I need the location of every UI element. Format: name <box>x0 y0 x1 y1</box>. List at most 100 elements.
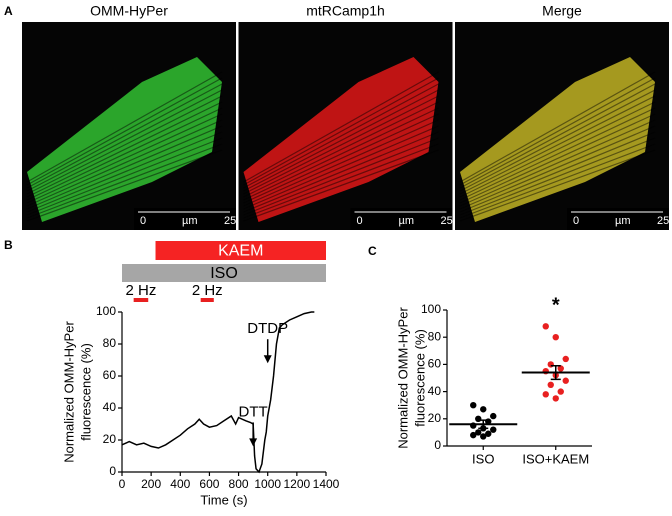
striation <box>26 143 223 219</box>
image <box>26 57 223 222</box>
image-title: mtRCamp1h <box>306 3 385 19</box>
striation <box>243 137 439 216</box>
striation <box>459 143 656 219</box>
scale-box <box>134 208 236 230</box>
panel-label: C <box>368 244 377 258</box>
x-tick-label: 600 <box>199 477 219 491</box>
striation <box>26 101 223 198</box>
scale-label: µm <box>615 215 631 227</box>
treatment-bar <box>122 264 326 282</box>
y-tick-label: 0 <box>109 464 116 478</box>
striation <box>26 119 223 207</box>
treatment-label: ISO <box>210 265 238 282</box>
striation <box>459 131 656 213</box>
arrow-head <box>263 355 272 364</box>
striation <box>26 77 223 186</box>
striation <box>26 125 223 210</box>
dot <box>547 361 554 368</box>
striation <box>243 131 439 213</box>
striation <box>26 107 223 201</box>
striation <box>459 95 656 195</box>
panel-label: B <box>4 238 13 252</box>
dot <box>485 430 492 437</box>
dot <box>562 355 569 363</box>
dot <box>552 334 559 341</box>
significance: * <box>552 294 560 316</box>
scale-label: 0 <box>140 215 146 227</box>
scale-box <box>567 208 669 230</box>
striation <box>243 113 439 204</box>
stimulus-bar <box>133 298 149 302</box>
striation <box>26 71 223 183</box>
striation <box>459 101 656 198</box>
stimulus-label: 2 Hz <box>192 282 223 299</box>
arrow-label: DTT <box>239 403 268 420</box>
y-tick-label: 100 <box>96 304 116 318</box>
dot <box>470 402 477 409</box>
dot <box>475 429 482 436</box>
striation <box>459 71 656 183</box>
image <box>243 57 439 222</box>
dot <box>557 388 564 395</box>
x-tick-label: 800 <box>229 477 249 491</box>
striation <box>459 77 656 186</box>
x-tick-label: 1400 <box>313 477 340 491</box>
striation <box>26 149 223 222</box>
striation <box>26 113 223 204</box>
y-axis-label: fluorescence (%) <box>78 343 93 441</box>
dot <box>470 431 477 439</box>
striation <box>459 113 656 204</box>
striation <box>459 149 656 222</box>
striation <box>26 89 223 192</box>
y-axis-label: fluorescence (%) <box>412 329 427 427</box>
striation <box>459 137 656 216</box>
image-title: OMM-HyPer <box>90 3 168 19</box>
y-tick-label: 100 <box>421 302 441 316</box>
line <box>121 311 315 474</box>
scale-label: µm <box>399 215 415 227</box>
scale-label: 25 <box>657 215 669 227</box>
striation <box>243 89 439 192</box>
x-tick-label: ISO <box>472 451 494 466</box>
striation <box>459 83 656 189</box>
striation <box>243 77 439 186</box>
dot <box>475 415 482 422</box>
scale-label: µm <box>182 215 198 227</box>
striation <box>459 119 656 207</box>
x-tick-label: ISO+KAEM <box>522 451 589 466</box>
y-tick-label: 60 <box>428 357 442 371</box>
dot <box>490 426 497 433</box>
image-title: Merge <box>542 3 582 19</box>
striation <box>243 143 439 219</box>
y-tick-label: 60 <box>103 368 117 382</box>
y-tick-label: 0 <box>434 438 441 452</box>
cell <box>243 57 439 222</box>
striation <box>243 101 439 198</box>
y-tick-label: 20 <box>103 432 117 446</box>
striation <box>459 89 656 192</box>
striation <box>459 125 656 210</box>
scale-label: 25 <box>441 215 453 227</box>
dot <box>480 406 487 413</box>
striation <box>243 83 439 189</box>
scale-label: 0 <box>573 215 579 227</box>
dot <box>480 433 487 440</box>
stimulus-bar <box>200 298 214 302</box>
scale-label: 25 <box>224 215 236 227</box>
striation <box>26 83 223 189</box>
striation <box>459 107 656 201</box>
x-tick-label: 1200 <box>284 477 311 491</box>
dot <box>542 391 549 398</box>
striation <box>243 119 439 207</box>
striation <box>26 137 223 216</box>
panel-label: A <box>4 4 13 18</box>
x-axis-label: Time (s) <box>200 492 247 507</box>
dot <box>557 365 564 372</box>
striation <box>26 95 223 195</box>
scale-box <box>350 208 453 230</box>
dot <box>552 395 559 402</box>
y-axis-label: Normalized OMM-HyPer <box>61 321 76 463</box>
dot <box>542 323 549 330</box>
cell <box>460 57 655 222</box>
